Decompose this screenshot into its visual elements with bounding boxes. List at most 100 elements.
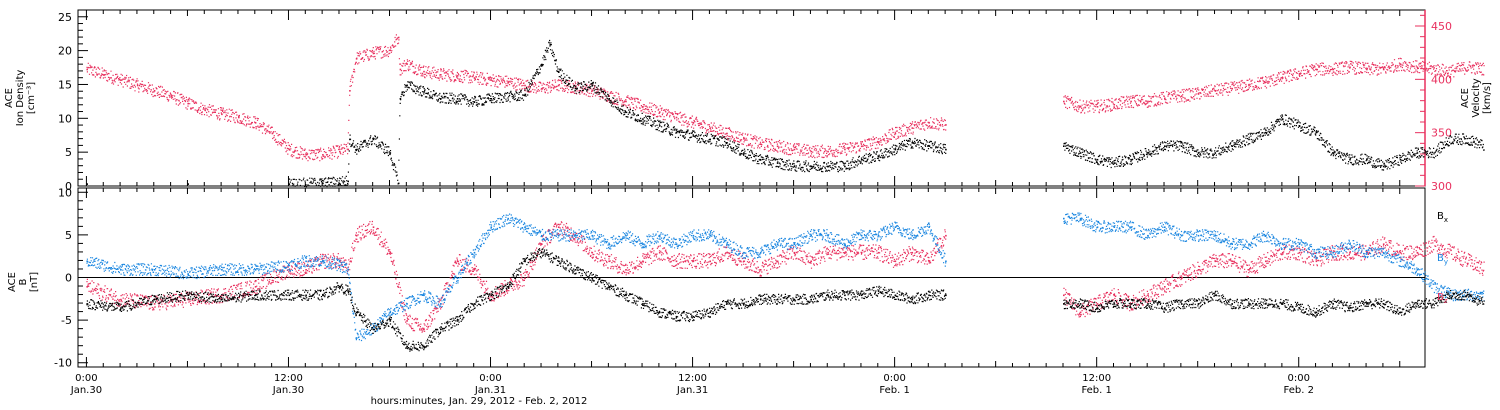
by-point-44 xyxy=(911,234,914,237)
top-left-tick-label: 15 xyxy=(58,78,72,91)
x-tick-date-label: Feb. 1 xyxy=(1081,385,1111,396)
density-point-41 xyxy=(911,142,914,144)
bz-point-52 xyxy=(1147,294,1149,297)
x-axis-title: hours:minutes, Jan. 29, 2012 - Feb. 2, 2… xyxy=(371,396,588,407)
by-point-3 xyxy=(187,273,189,275)
bx-point-30 xyxy=(675,315,678,318)
by-point-37 xyxy=(793,243,796,245)
by-point-24 xyxy=(574,234,577,237)
top-right-tick-label: 300 xyxy=(1431,180,1452,193)
bx-point-44 xyxy=(911,298,914,301)
bx-point-39 xyxy=(827,294,829,297)
bz-point-49 xyxy=(1096,303,1099,305)
velocity-point-18 xyxy=(355,58,358,60)
bottom-left-tick-label: 10 xyxy=(58,186,72,199)
by-point-61 xyxy=(1298,243,1301,245)
density-point-51 xyxy=(1180,145,1183,147)
by-point-36 xyxy=(776,243,779,245)
bottom-left-tick-label: -10 xyxy=(54,357,72,370)
density-axis-title-line: [cm⁻³] xyxy=(26,82,37,114)
bx-point-22 xyxy=(541,251,543,254)
bx-point-11 xyxy=(355,311,358,314)
density-point-8 xyxy=(389,152,392,154)
bz-point-13 xyxy=(389,251,392,254)
density-point-61 xyxy=(1349,158,1351,161)
velocity-point-5 xyxy=(170,95,173,97)
bx-point-64 xyxy=(1349,307,1351,309)
bx-point-50 xyxy=(1113,303,1116,305)
top-left-tick-label: 20 xyxy=(58,45,72,58)
bz-point-50 xyxy=(1113,294,1116,297)
bx-point-42 xyxy=(877,290,880,292)
density-axis-title: ACE Ion Density [cm⁻³] xyxy=(4,70,37,127)
density-point-26 xyxy=(658,125,661,127)
bz-point-46 xyxy=(945,234,947,237)
x-tick-time-label: 12:00 xyxy=(678,373,707,384)
density-point-48 xyxy=(1130,158,1132,161)
velocity-point-6 xyxy=(187,102,189,105)
density-point-4 xyxy=(347,180,349,183)
density-point-21 xyxy=(574,87,577,90)
density-point-1 xyxy=(187,183,189,185)
bx-point-16 xyxy=(440,328,442,331)
velocity-point-30 xyxy=(524,84,526,87)
density-point-0 xyxy=(86,183,88,185)
velocity-point-29 xyxy=(507,81,509,84)
bx-point-49 xyxy=(1096,307,1099,309)
by-point-53 xyxy=(1164,226,1166,228)
by-point-33 xyxy=(726,243,728,245)
velocity-point-8 xyxy=(221,113,223,116)
velocity-point-67 xyxy=(1248,84,1250,87)
bx-point-62 xyxy=(1315,311,1318,314)
bx-point-8 xyxy=(322,294,324,297)
bx-point-65 xyxy=(1366,303,1368,305)
bz-point-17 xyxy=(456,260,459,263)
density-point-43 xyxy=(945,148,947,151)
bz-point-27 xyxy=(625,269,627,271)
by-point-26 xyxy=(608,243,610,245)
density-point-64 xyxy=(1399,158,1402,161)
velocity-point-32 xyxy=(557,84,560,87)
by-point-68 xyxy=(1416,269,1419,271)
velocity-point-10 xyxy=(254,122,257,124)
bz-point-54 xyxy=(1180,277,1183,280)
density-point-14 xyxy=(456,98,459,100)
bx-point-47 xyxy=(1063,303,1065,305)
density-point-44 xyxy=(1063,145,1065,147)
x-tick-date-label: Jan.31 xyxy=(676,385,708,396)
legend-bx: Bx xyxy=(1437,211,1448,224)
velocity-point-0 xyxy=(86,68,88,71)
bx-point-59 xyxy=(1265,303,1267,305)
bz-point-57 xyxy=(1231,260,1233,263)
bz-point-21 xyxy=(524,277,526,280)
legend-by: By xyxy=(1437,253,1448,266)
bottom-left-tick-label: -5 xyxy=(61,314,72,327)
by-point-19 xyxy=(490,226,493,228)
bz-point-35 xyxy=(759,269,762,271)
bz-point-36 xyxy=(776,260,779,263)
by-point-63 xyxy=(1332,251,1334,254)
by-point-9 xyxy=(339,264,341,267)
bz-point-43 xyxy=(894,260,897,263)
bz-point-59 xyxy=(1265,260,1267,263)
top-right-tick-label: 350 xyxy=(1431,127,1452,140)
bz-scatter xyxy=(86,220,1485,333)
x-tick-date-label: Jan.30 xyxy=(272,385,304,396)
top-left-tick-label: 25 xyxy=(58,11,72,24)
by-point-18 xyxy=(473,251,476,254)
density-point-50 xyxy=(1164,145,1166,147)
velocity-point-9 xyxy=(238,116,240,119)
velocity-point-4 xyxy=(153,90,156,92)
bz-point-1 xyxy=(120,298,122,301)
bx-point-3 xyxy=(187,294,189,297)
by-point-0 xyxy=(86,260,88,263)
velocity-axis-title-line: Velocity xyxy=(1471,78,1482,117)
velocity-point-72 xyxy=(1332,68,1334,71)
velocity-axis-title-line: ACE xyxy=(1460,88,1471,108)
velocity-point-52 xyxy=(894,132,897,135)
by-point-55 xyxy=(1197,234,1200,237)
velocity-point-77 xyxy=(1416,66,1419,69)
x-tick-time-label: 0:00 xyxy=(1287,373,1309,384)
velocity-point-39 xyxy=(675,116,678,119)
